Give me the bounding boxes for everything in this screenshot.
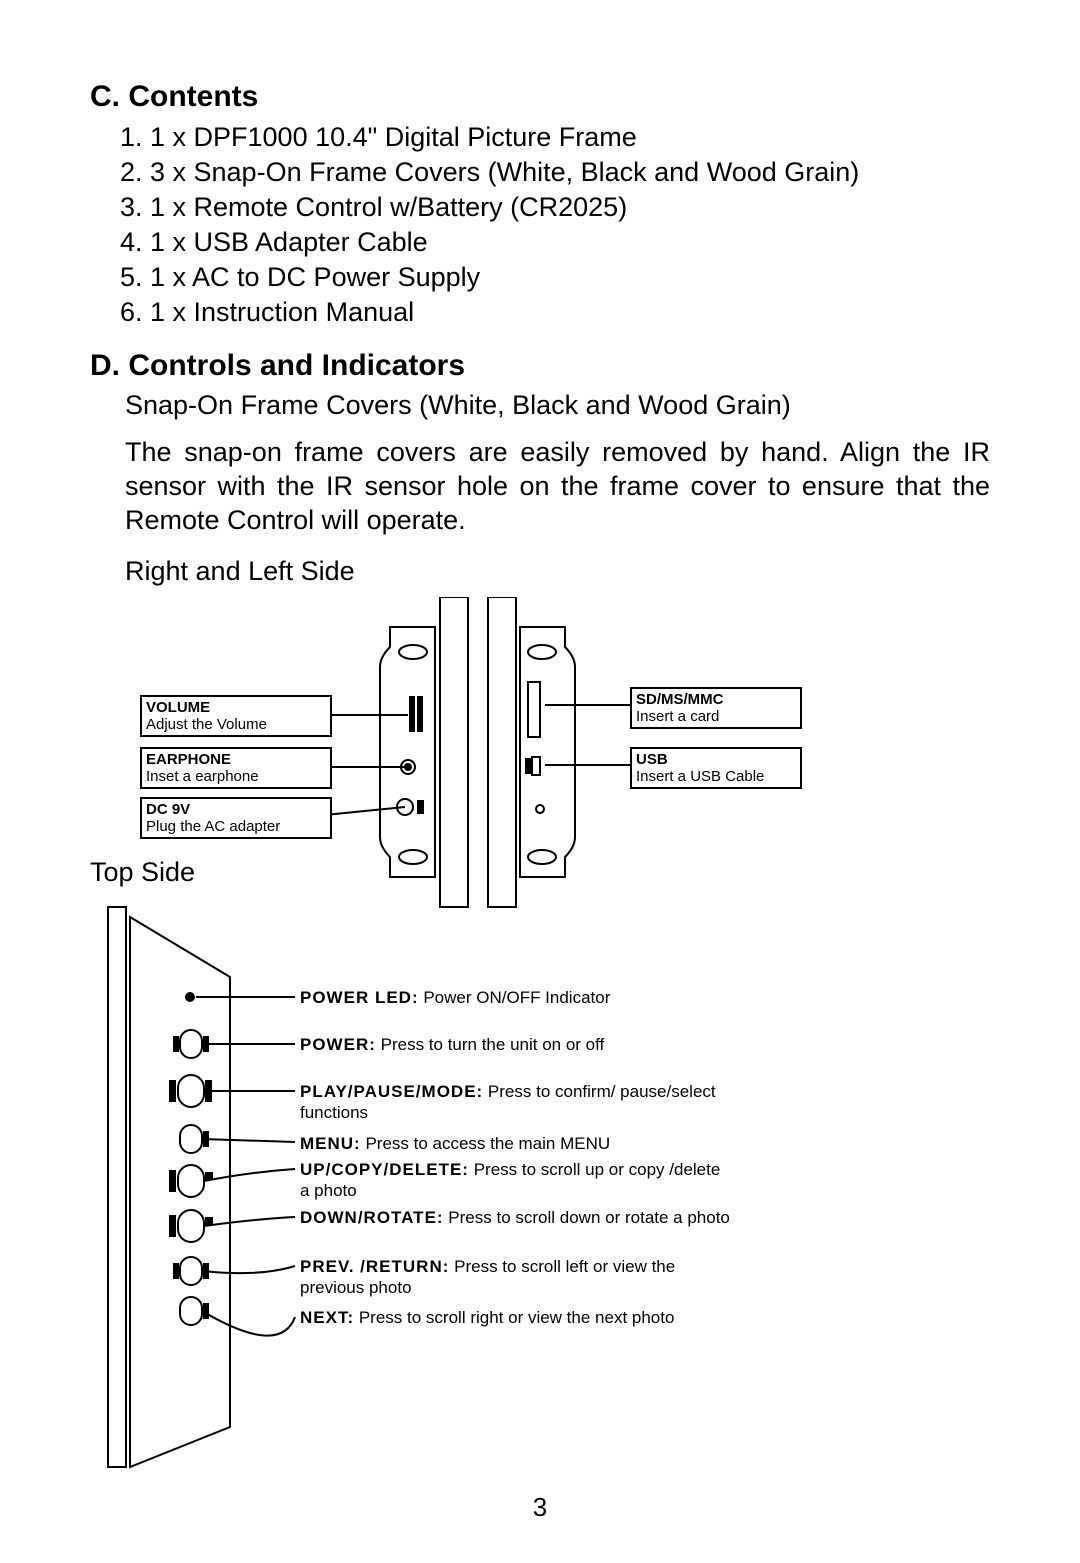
label-dc9v: DC 9V Plug the AC adapter bbox=[140, 797, 332, 840]
label-desc: Plug the AC adapter bbox=[146, 818, 326, 835]
d-intro-1: Snap-On Frame Covers (White, Black and W… bbox=[125, 389, 990, 423]
desc-title: UP/COPY/DELETE: bbox=[300, 1160, 469, 1179]
side-label: Right and Left Side bbox=[125, 556, 990, 587]
label-usb: USB Insert a USB Cable bbox=[630, 747, 802, 790]
label-title: VOLUME bbox=[146, 699, 326, 716]
d-intro-2: The snap-on frame covers are easily remo… bbox=[125, 436, 990, 537]
desc-power-led: POWER LED: Power ON/OFF Indicator bbox=[300, 987, 730, 1008]
desc-title: POWER LED: bbox=[300, 988, 419, 1007]
list-item: 1 x Remote Control w/Battery (CR2025) bbox=[150, 190, 990, 225]
label-title: USB bbox=[636, 751, 796, 768]
list-item: 1 x Instruction Manual bbox=[150, 295, 990, 330]
desc-text: Press to access the main MENU bbox=[361, 1134, 610, 1153]
desc-play: PLAY/PAUSE/MODE: Press to confirm/ pause… bbox=[300, 1081, 730, 1124]
label-title: EARPHONE bbox=[146, 751, 326, 768]
label-desc: Insert a card bbox=[636, 708, 796, 725]
desc-text: Press to scroll down or rotate a photo bbox=[444, 1208, 730, 1227]
label-desc: Insert a USB Cable bbox=[636, 768, 796, 785]
desc-menu: MENU: Press to access the main MENU bbox=[300, 1133, 730, 1154]
section-d-title: D. Controls and Indicators bbox=[90, 349, 990, 383]
list-item: 3 x Snap-On Frame Covers (White, Black a… bbox=[150, 155, 990, 190]
desc-title: PLAY/PAUSE/MODE: bbox=[300, 1082, 483, 1101]
desc-next: NEXT: Press to scroll right or view the … bbox=[300, 1307, 730, 1328]
contents-list: 1 x DPF1000 10.4" Digital Picture Frame … bbox=[90, 120, 990, 331]
desc-text: Press to turn the unit on or off bbox=[376, 1035, 604, 1054]
label-desc: Adjust the Volume bbox=[146, 716, 326, 733]
desc-title: DOWN/ROTATE: bbox=[300, 1208, 444, 1227]
desc-title: PREV. /RETURN: bbox=[300, 1257, 449, 1276]
desc-down: DOWN/ROTATE: Press to scroll down or rot… bbox=[300, 1207, 730, 1228]
section-c-title: C. Contents bbox=[90, 80, 990, 114]
label-sd: SD/MS/MMC Insert a card bbox=[630, 687, 802, 730]
desc-title: MENU: bbox=[300, 1134, 361, 1153]
list-item: 1 x DPF1000 10.4" Digital Picture Frame bbox=[150, 120, 990, 155]
desc-text: Power ON/OFF Indicator bbox=[419, 988, 611, 1007]
label-desc: Inset a earphone bbox=[146, 768, 326, 785]
page: C. Contents 1 x DPF1000 10.4" Digital Pi… bbox=[0, 0, 1080, 1563]
list-item: 1 x AC to DC Power Supply bbox=[150, 260, 990, 295]
desc-title: NEXT: bbox=[300, 1308, 354, 1327]
page-number: 3 bbox=[0, 1492, 1080, 1523]
label-title: SD/MS/MMC bbox=[636, 691, 796, 708]
diagram: Top Side bbox=[90, 597, 990, 1477]
desc-up: UP/COPY/DELETE: Press to scroll up or co… bbox=[300, 1159, 730, 1202]
desc-prev: PREV. /RETURN: Press to scroll left or v… bbox=[300, 1256, 730, 1299]
label-volume: VOLUME Adjust the Volume bbox=[140, 695, 332, 738]
label-title: DC 9V bbox=[146, 801, 326, 818]
list-item: 1 x USB Adapter Cable bbox=[150, 225, 990, 260]
desc-title: POWER: bbox=[300, 1035, 376, 1054]
desc-text: Press to scroll right or view the next p… bbox=[354, 1308, 674, 1327]
desc-power: POWER: Press to turn the unit on or off bbox=[300, 1034, 730, 1055]
label-earphone: EARPHONE Inset a earphone bbox=[140, 747, 332, 790]
